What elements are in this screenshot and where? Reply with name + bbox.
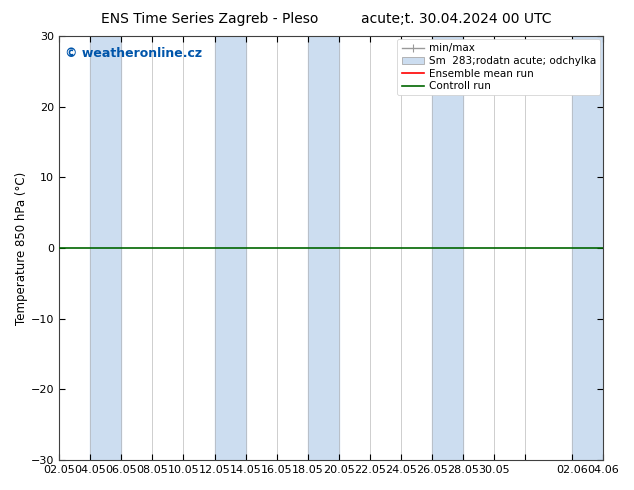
Bar <box>214 36 245 460</box>
Text: acute;t. 30.04.2024 00 UTC: acute;t. 30.04.2024 00 UTC <box>361 12 552 26</box>
Bar <box>432 36 463 460</box>
Text: © weatheronline.cz: © weatheronline.cz <box>65 47 202 60</box>
Legend: min/max, Sm  283;rodatn acute; odchylka, Ensemble mean run, Controll run: min/max, Sm 283;rodatn acute; odchylka, … <box>398 39 600 96</box>
Bar <box>90 36 121 460</box>
Bar <box>308 36 339 460</box>
Bar <box>572 36 603 460</box>
Text: ENS Time Series Zagreb - Pleso: ENS Time Series Zagreb - Pleso <box>101 12 318 26</box>
Y-axis label: Temperature 850 hPa (°C): Temperature 850 hPa (°C) <box>15 172 28 325</box>
